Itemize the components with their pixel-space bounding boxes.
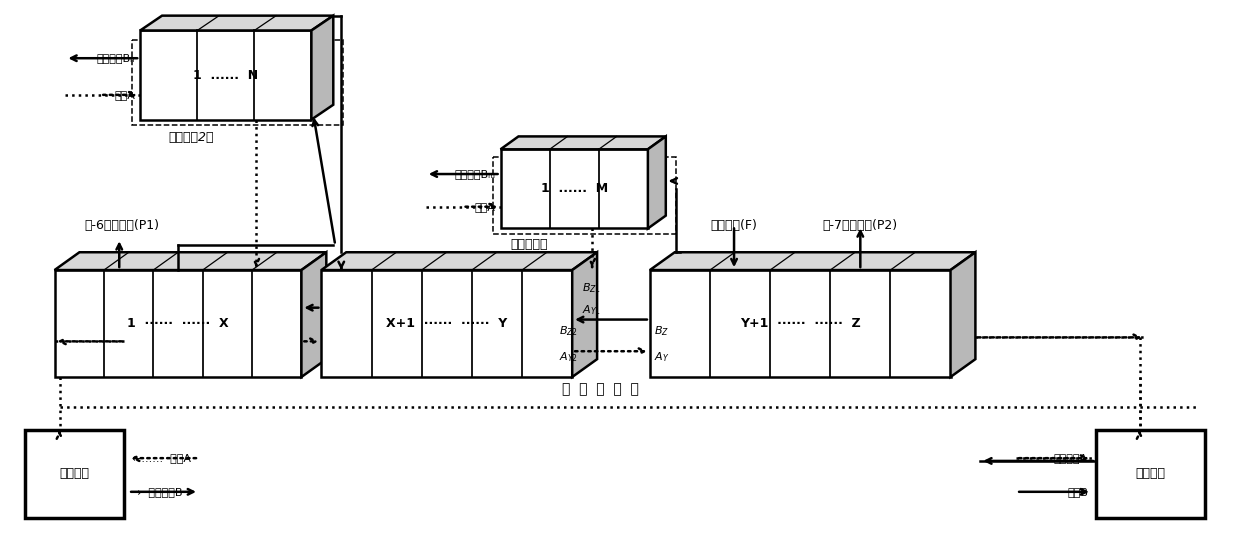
Text: 出口液相Bₘ: 出口液相Bₘ [455,169,496,179]
Polygon shape [650,270,951,377]
Text: 1  ......  M: 1 ...... M [541,182,608,195]
Text: 锂-7富集产品(P2): 锂-7富集产品(P2) [823,219,898,232]
Text: $A_{Y1}$: $A_{Y1}$ [582,302,601,316]
Polygon shape [572,252,598,377]
Text: →  出口液相B: → 出口液相B [133,487,182,497]
Polygon shape [951,252,976,377]
Text: 1  ......  N: 1 ...... N [193,68,258,82]
Polygon shape [301,252,326,377]
Polygon shape [311,15,334,120]
Text: 萌  取  富  集  段: 萌 取 富 集 段 [562,382,639,396]
Text: 出口液相A: 出口液相A [1054,453,1087,463]
Polygon shape [501,149,647,229]
Polygon shape [140,15,334,30]
Text: $B_{Z1}$: $B_{Z1}$ [582,281,601,295]
Text: 液相B: 液相B [1066,487,1087,497]
Polygon shape [140,30,311,120]
Polygon shape [1096,431,1205,518]
Text: 下转相段: 下转相段 [1136,468,1166,480]
Polygon shape [650,252,976,270]
Polygon shape [501,136,666,149]
Text: 分流富集2段: 分流富集2段 [169,131,213,144]
Polygon shape [55,270,301,377]
Text: 含锂料液(F): 含锂料液(F) [711,219,758,232]
Polygon shape [321,270,572,377]
Polygon shape [321,252,598,270]
Text: 上转相段: 上转相段 [60,468,89,480]
Text: $A_{Y2}$: $A_{Y2}$ [559,351,578,364]
Text: $B_Z$: $B_Z$ [653,325,668,338]
Text: $A_Y$: $A_Y$ [653,351,670,364]
Text: $B_{Z2}$: $B_{Z2}$ [559,325,578,338]
Text: 液相A: 液相A [114,90,135,100]
Polygon shape [647,136,666,229]
Polygon shape [55,252,326,270]
Text: 分流富集段: 分流富集段 [511,238,548,251]
Text: 锂-6富集产品(P1): 锂-6富集产品(P1) [84,219,160,232]
Text: 1  ······  ······  X: 1 ······ ······ X [128,317,229,330]
Text: 出口液相Bₙ: 出口液相Bₙ [97,53,135,63]
Text: 液相A: 液相A [475,201,496,212]
Text: X+1  ······  ······  Y: X+1 ······ ······ Y [386,317,507,330]
Text: Y+1  ······  ······  Z: Y+1 ······ ······ Z [740,317,861,330]
Polygon shape [25,431,124,518]
Text: ←......  液相A: ←...... 液相A [133,453,191,463]
